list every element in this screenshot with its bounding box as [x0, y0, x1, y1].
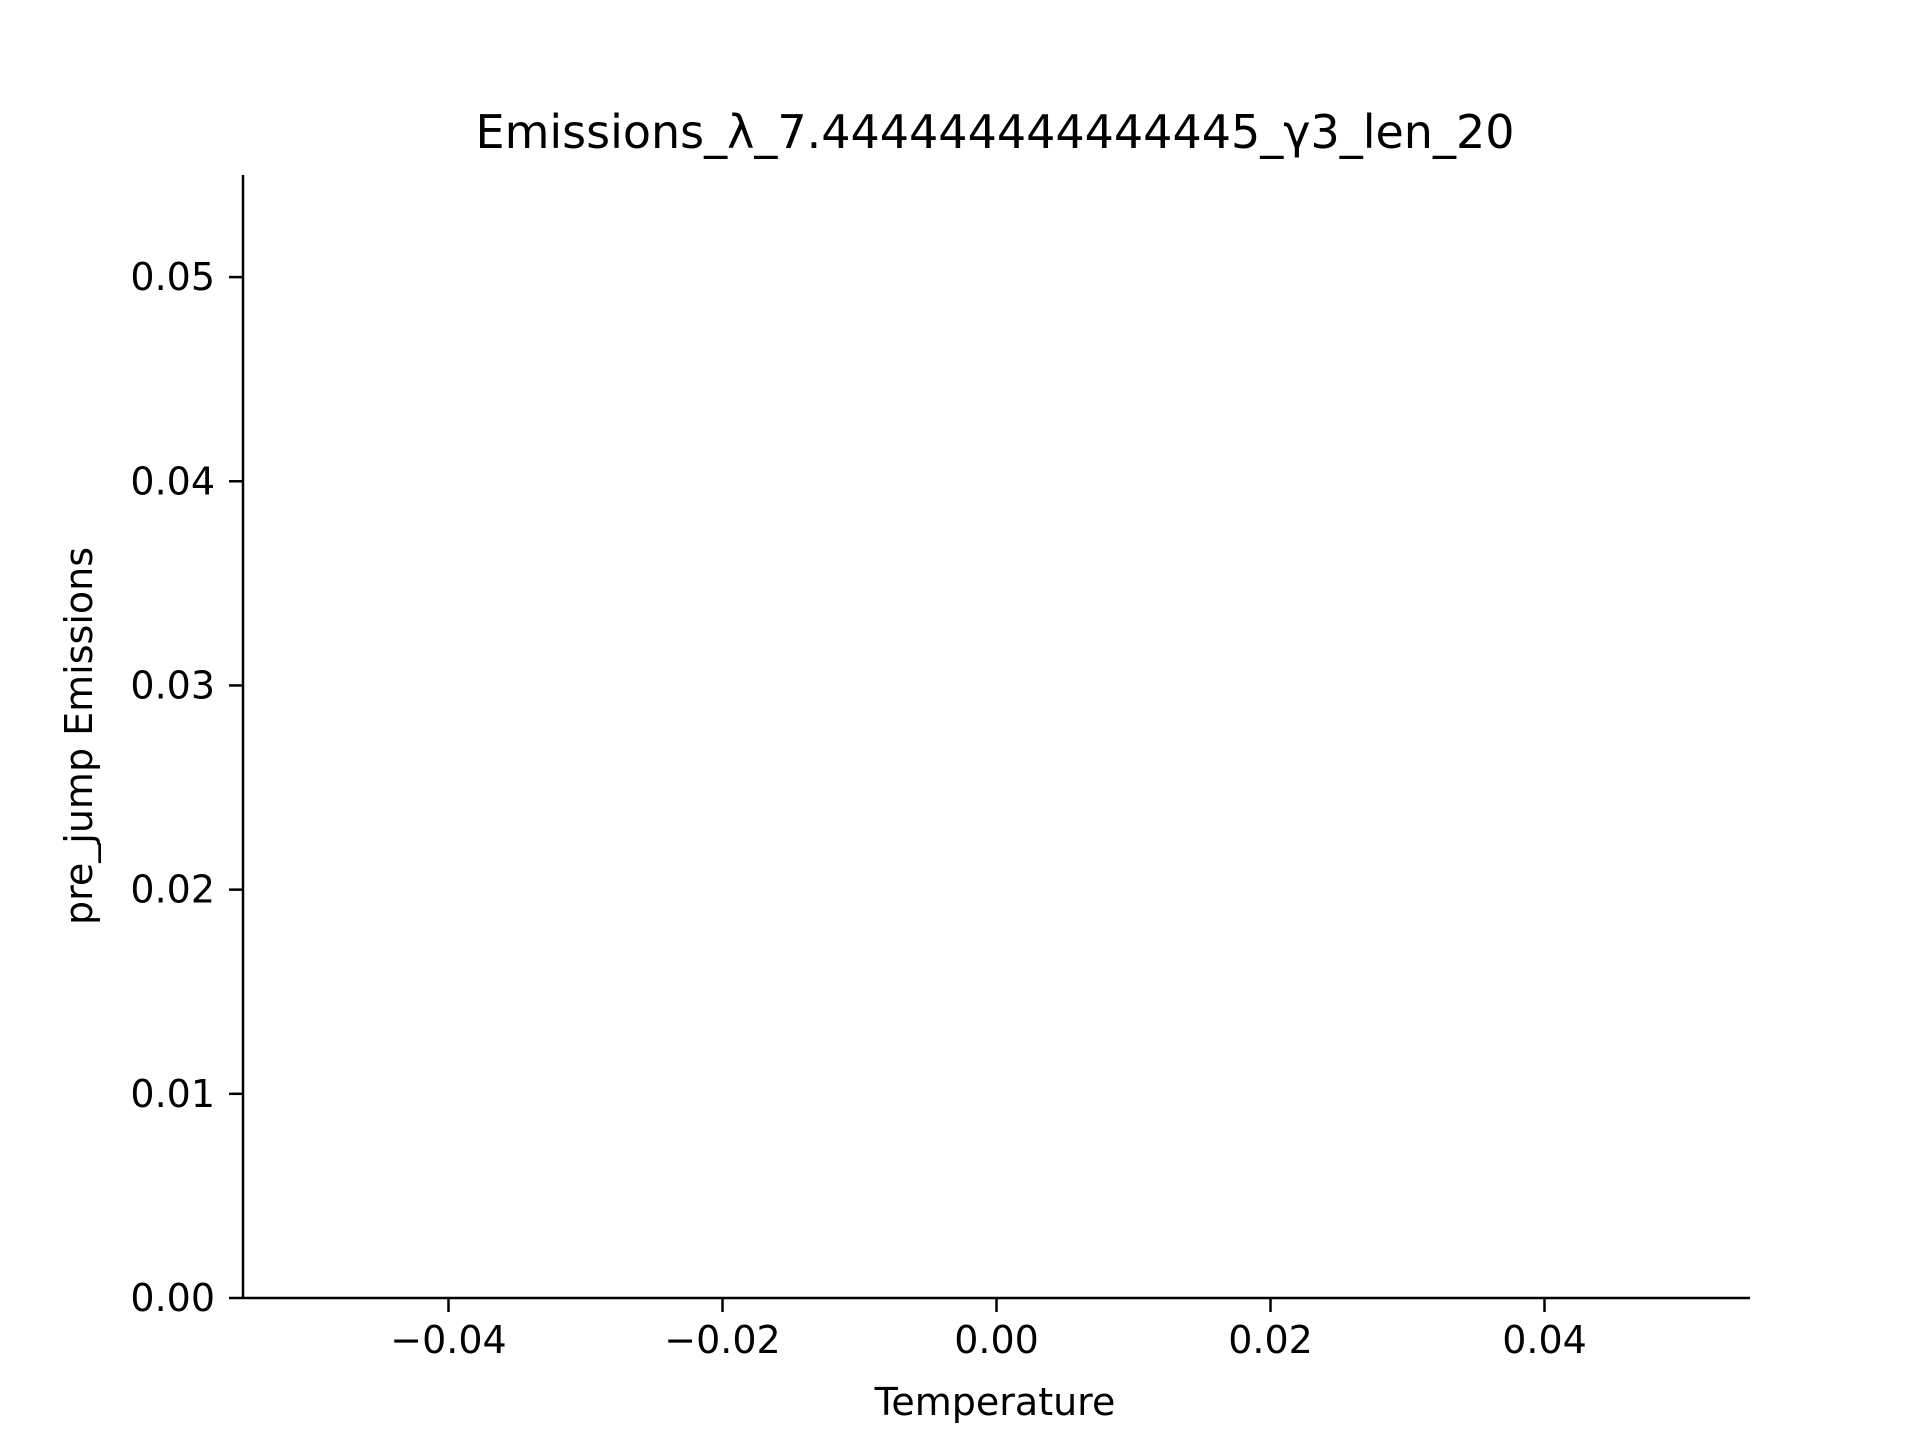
x-tick-label: −0.02 [664, 1318, 780, 1362]
chart-title: Emissions_λ_7.444444444444445_γ3_len_20 [476, 105, 1515, 159]
y-axis-label: pre_jump Emissions [57, 547, 101, 925]
y-tick-label: 0.02 [130, 868, 215, 912]
y-tick-label: 0.01 [130, 1072, 215, 1116]
y-tick-label: 0.03 [130, 663, 215, 707]
x-tick-label: 0.00 [954, 1318, 1039, 1362]
y-ticks: 0.00 0.01 0.02 0.03 0.04 0.05 [130, 255, 243, 1320]
x-tick-label: −0.04 [390, 1318, 506, 1362]
y-tick-label: 0.04 [130, 459, 215, 503]
y-tick-label: 0.00 [130, 1276, 215, 1320]
x-ticks: −0.04 −0.02 0.00 0.02 0.04 [390, 1298, 1587, 1362]
x-axis-label: Temperature [874, 1380, 1116, 1424]
y-tick-label: 0.05 [130, 255, 215, 299]
x-tick-label: 0.04 [1502, 1318, 1587, 1362]
x-tick-label: 0.02 [1228, 1318, 1313, 1362]
